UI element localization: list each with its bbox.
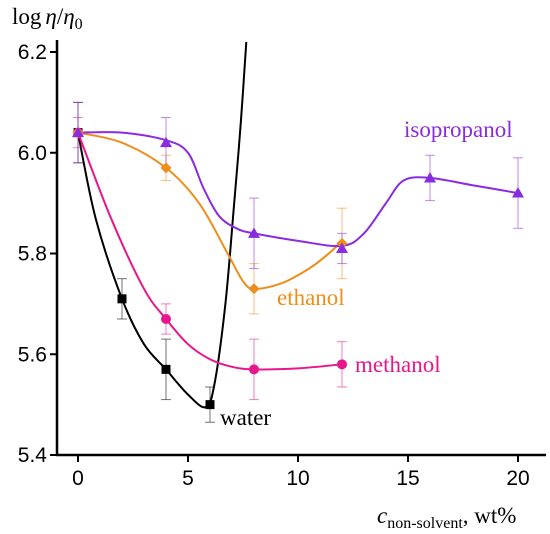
data-point-isopropanol (72, 126, 84, 138)
data-point-isopropanol (512, 187, 524, 198)
y-tick-label: 6.2 (18, 41, 47, 64)
x-tick-label: 10 (286, 467, 309, 490)
data-point-methanol (161, 313, 171, 324)
data-point-methanol (337, 359, 347, 370)
series-line-isopropanol (77, 131, 519, 248)
series-line-water (77, 41, 248, 409)
y-tick-label: 5.6 (18, 343, 47, 366)
y-tick-label: 5.8 (18, 243, 47, 266)
y-axis-title-eta: η (45, 4, 56, 29)
series-line-ethanol (77, 131, 343, 290)
data-point-isopropanol (424, 171, 436, 183)
y-axis-title-sub0: 0 (75, 16, 83, 33)
y-axis-title-slash: / (57, 4, 64, 29)
series-label-ethanol: ethanol (277, 285, 345, 310)
x-tick-label: 5 (182, 467, 194, 490)
y-axis-title: log η/η0 (12, 4, 83, 33)
data-point-water (205, 400, 215, 410)
series-label-isopropanol: isopropanol (404, 117, 513, 142)
data-point-isopropanol (248, 227, 260, 238)
series-label-methanol: methanol (355, 352, 441, 377)
data-point-ethanol (160, 162, 172, 174)
series-label-water: water (220, 405, 271, 430)
data-point-isopropanol (160, 136, 172, 148)
x-axis-title-unit: , wt% (463, 503, 517, 528)
y-axis-title-log: log (12, 4, 42, 29)
data-point-water (117, 294, 127, 304)
series-line-methanol (77, 132, 343, 371)
y-axis-title-eta0: η (63, 4, 74, 29)
x-tick-label: 15 (396, 467, 419, 490)
data-point-isopropanol (336, 242, 348, 253)
y-tick-label: 6.0 (18, 142, 47, 165)
y-tick-label: 5.4 (18, 444, 48, 467)
data-point-water (161, 364, 171, 374)
data-point-methanol (249, 364, 259, 375)
data-point-ethanol (248, 283, 260, 295)
x-tick-label: 20 (506, 467, 529, 490)
x-tick-label: 0 (72, 467, 84, 490)
x-axis-title: cnon-solvent, wt% (377, 503, 516, 532)
x-axis-title-c: c (377, 503, 387, 528)
x-axis-title-sub: non-solvent (387, 515, 463, 532)
